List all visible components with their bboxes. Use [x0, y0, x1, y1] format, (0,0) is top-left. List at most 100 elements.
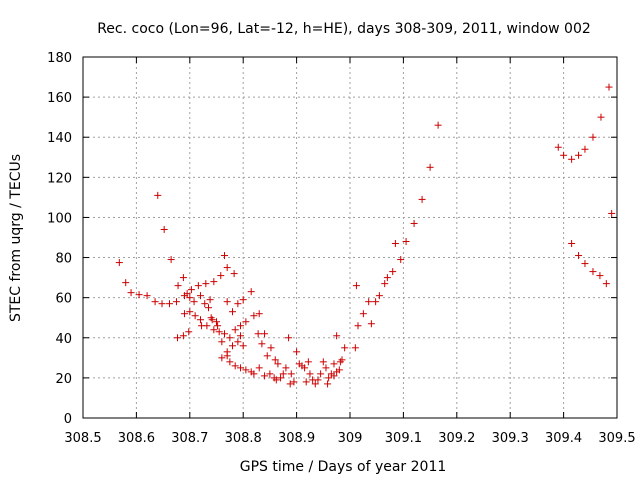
data-point	[215, 328, 223, 336]
data-point	[180, 310, 188, 318]
data-point	[352, 282, 360, 290]
data-point	[314, 376, 322, 384]
data-point	[575, 151, 583, 159]
data-point	[271, 356, 279, 364]
x-tick-label: 309.2	[438, 431, 475, 446]
data-point	[210, 278, 218, 286]
data-point	[135, 291, 143, 299]
data-point	[367, 320, 375, 328]
data-point	[223, 298, 231, 306]
data-point	[196, 292, 204, 300]
data-points	[115, 83, 616, 388]
data-point	[196, 316, 204, 324]
y-axis-label: STEC from uqrg / TECUs	[8, 154, 24, 322]
data-point	[602, 280, 610, 288]
data-point	[351, 344, 359, 352]
data-point	[226, 358, 234, 366]
data-point	[217, 272, 225, 280]
data-point	[293, 348, 301, 356]
data-point	[375, 292, 383, 300]
x-tick-label: 309	[338, 431, 363, 446]
data-point	[223, 352, 231, 360]
data-point	[359, 310, 367, 318]
data-point	[158, 300, 166, 308]
data-point	[231, 362, 239, 370]
data-point	[381, 280, 389, 288]
data-point	[237, 364, 245, 372]
y-tick-label: 140	[47, 131, 72, 146]
data-point	[179, 332, 187, 340]
data-point	[581, 145, 589, 153]
data-point	[287, 370, 295, 378]
data-point	[568, 155, 576, 163]
data-point	[274, 360, 282, 368]
data-point	[234, 300, 242, 308]
data-point	[127, 289, 135, 297]
data-point	[324, 380, 332, 388]
y-tick-label: 180	[47, 51, 72, 66]
data-point	[229, 308, 237, 316]
data-point	[285, 334, 293, 342]
data-point	[301, 364, 309, 372]
y-tick-label: 20	[55, 372, 72, 387]
data-point	[290, 378, 298, 386]
data-point	[338, 356, 346, 364]
data-point	[214, 322, 222, 330]
data-point	[410, 219, 418, 227]
data-point	[174, 282, 182, 290]
data-point	[166, 300, 174, 308]
data-point	[186, 308, 194, 316]
data-point	[247, 288, 255, 296]
grid	[83, 57, 617, 418]
data-point	[221, 330, 229, 338]
data-point	[172, 298, 180, 306]
data-point	[589, 133, 597, 141]
y-tick-label: 160	[47, 91, 72, 106]
data-point	[279, 370, 287, 378]
data-point	[234, 338, 242, 346]
data-point	[204, 304, 212, 312]
data-point	[277, 374, 285, 382]
x-tick-label: 308.9	[278, 431, 315, 446]
data-point	[230, 270, 238, 278]
data-point	[179, 274, 187, 282]
x-axis-label: GPS time / Days of year 2011	[240, 459, 447, 475]
data-point	[258, 340, 266, 348]
data-point	[333, 368, 341, 376]
y-tick-label: 80	[55, 252, 72, 267]
y-tick-label: 60	[55, 292, 72, 307]
data-point	[151, 298, 159, 306]
data-point	[341, 344, 349, 352]
axis-ticks: 308.5 308.6 308.7 308.8 308.9 309 309.1 309.2 30…	[47, 51, 635, 446]
x-tick-label: 308.8	[225, 431, 262, 446]
data-point	[160, 225, 168, 233]
data-point	[237, 322, 245, 330]
data-point	[186, 294, 194, 302]
data-point	[223, 264, 231, 272]
data-point	[143, 292, 151, 300]
x-tick-label: 309.4	[545, 431, 582, 446]
x-tick-label: 309.1	[385, 431, 422, 446]
data-point	[237, 332, 245, 340]
x-tick-label: 308.6	[118, 431, 155, 446]
data-point	[185, 328, 193, 336]
data-point	[597, 113, 605, 121]
data-point	[239, 296, 247, 304]
data-point	[554, 143, 562, 151]
data-point	[239, 342, 247, 350]
y-tick-label: 120	[47, 171, 72, 186]
data-point	[261, 372, 269, 380]
data-point	[575, 252, 583, 260]
data-point	[372, 298, 380, 306]
data-point	[389, 268, 397, 276]
data-point	[306, 370, 314, 378]
data-point	[282, 364, 290, 372]
data-point	[174, 334, 182, 342]
data-point	[608, 209, 616, 217]
data-point	[210, 326, 218, 334]
data-point	[272, 376, 280, 384]
data-point	[231, 326, 239, 334]
data-point	[354, 322, 362, 330]
data-point	[250, 312, 258, 320]
